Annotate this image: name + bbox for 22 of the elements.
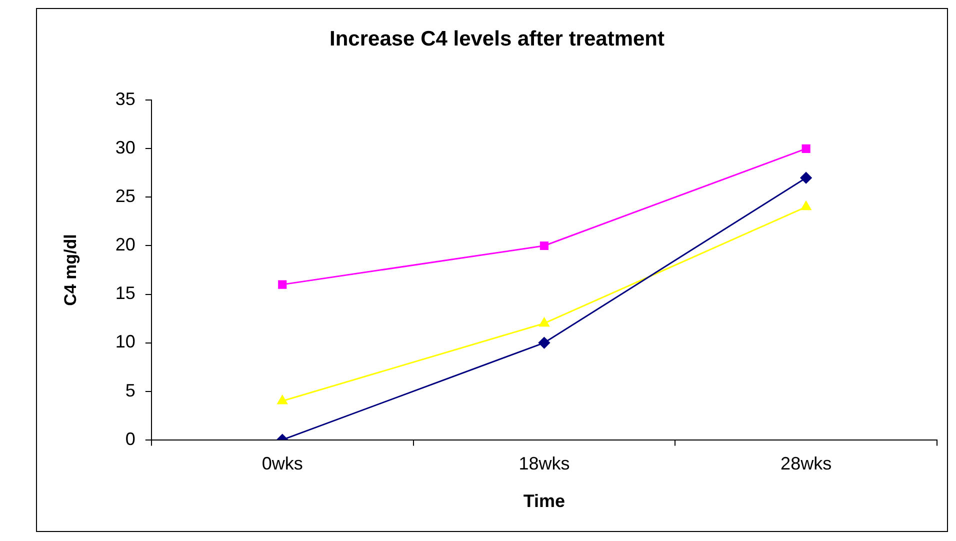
y-tick-label: 30	[115, 138, 136, 158]
y-tick-label: 15	[115, 283, 136, 304]
point	[800, 201, 812, 210]
point	[540, 241, 548, 250]
chart-title: Increase C4 levels after treatment	[329, 27, 665, 50]
point	[278, 280, 287, 289]
x-tick-label: 18wks	[518, 454, 570, 474]
x-tick-label: 28wks	[780, 454, 832, 474]
point	[802, 144, 810, 153]
y-axis-title: C4 mg/dl	[60, 234, 80, 306]
y-tick-label: 0	[125, 428, 136, 449]
y-tick-label: 10	[115, 332, 136, 352]
point	[539, 318, 550, 327]
y-tick-label: 35	[115, 89, 136, 110]
point	[538, 337, 550, 349]
x-tick-label: 0wks	[262, 454, 303, 474]
y-tick-label: 25	[115, 186, 136, 206]
y-tick-label: 20	[115, 234, 136, 255]
point	[277, 395, 288, 404]
y-tick-label: 5	[125, 380, 136, 400]
point	[800, 172, 812, 184]
x-axis-title: Time	[523, 491, 566, 512]
